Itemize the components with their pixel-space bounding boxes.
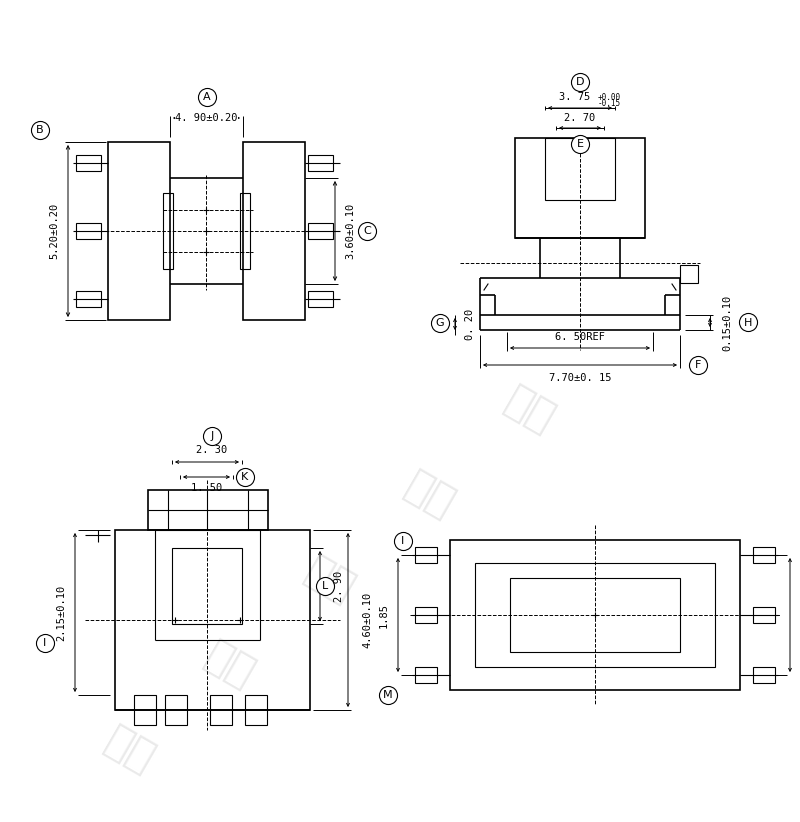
Text: 2. 30: 2. 30 (196, 445, 228, 455)
Text: K: K (242, 472, 249, 482)
Text: D: D (576, 77, 584, 87)
Text: 物通: 物通 (198, 635, 262, 695)
Text: 7.70±0. 15: 7.70±0. 15 (549, 373, 611, 383)
Text: B: B (36, 125, 44, 135)
Text: J: J (210, 431, 214, 441)
Text: I: I (402, 536, 405, 546)
Bar (165, 695, 187, 725)
Text: +0.00: +0.00 (598, 93, 621, 101)
Bar (308, 291, 333, 307)
Text: -0.15: -0.15 (598, 99, 621, 108)
Bar (76, 223, 101, 239)
Text: 3. 75: 3. 75 (559, 92, 590, 102)
Bar (415, 547, 437, 563)
Text: 东莞: 东莞 (98, 719, 162, 781)
Text: 5.20±0.20: 5.20±0.20 (49, 203, 59, 259)
Text: 电子: 电子 (298, 549, 362, 611)
Bar (475, 563, 715, 667)
Bar (545, 138, 615, 200)
Text: 2. 90: 2. 90 (334, 570, 344, 602)
Text: I: I (43, 638, 46, 648)
Bar (240, 193, 250, 269)
Text: M: M (383, 690, 393, 700)
Bar (308, 223, 333, 239)
Bar (243, 142, 305, 320)
Text: E: E (577, 139, 583, 149)
Bar (245, 695, 267, 725)
Bar (753, 607, 775, 623)
Bar (108, 142, 170, 320)
Text: 1. 50: 1. 50 (191, 483, 222, 493)
Text: C: C (363, 226, 371, 236)
Bar (753, 667, 775, 683)
Bar (680, 265, 698, 283)
Bar (210, 695, 232, 725)
Text: 4. 90±0.20: 4. 90±0.20 (175, 113, 238, 123)
Bar (115, 530, 310, 710)
Text: 2.15±0.10: 2.15±0.10 (56, 584, 66, 640)
Text: L: L (322, 581, 328, 591)
Bar (415, 667, 437, 683)
Bar (450, 540, 740, 690)
Text: 1.85: 1.85 (379, 603, 389, 627)
Text: 2. 70: 2. 70 (564, 113, 596, 123)
Bar (148, 490, 268, 530)
Bar (172, 548, 242, 624)
Text: 0.15±0.10: 0.15±0.10 (722, 294, 732, 351)
Bar (510, 578, 680, 652)
Text: 3.60±0.10: 3.60±0.10 (345, 203, 355, 259)
Text: G: G (436, 318, 444, 328)
Bar (134, 695, 156, 725)
Bar (753, 547, 775, 563)
Bar (415, 607, 437, 623)
Bar (515, 138, 645, 238)
Bar (308, 155, 333, 171)
Text: 有限: 有限 (398, 464, 462, 526)
Text: H: H (744, 317, 752, 327)
Text: 0. 20: 0. 20 (465, 308, 475, 339)
Text: 公司: 公司 (498, 379, 562, 441)
Text: A: A (202, 92, 210, 102)
Text: F: F (695, 360, 701, 370)
Bar (76, 291, 101, 307)
Bar (163, 193, 173, 269)
Bar (76, 155, 101, 171)
Text: 4.60±0.10: 4.60±0.10 (362, 592, 372, 648)
Text: 6. 50REF: 6. 50REF (555, 332, 605, 342)
